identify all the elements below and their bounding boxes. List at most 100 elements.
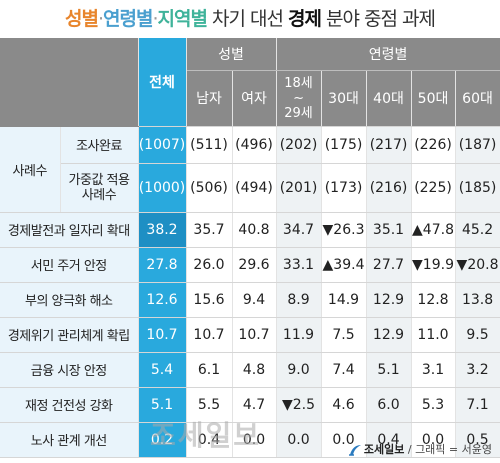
table-cell: ▼20.8	[455, 247, 500, 283]
table-cell: (217)	[366, 126, 412, 164]
table-cell: ▲47.8	[411, 212, 456, 248]
title-economy: 경제	[288, 8, 322, 30]
title-age: 연령별	[103, 8, 153, 30]
row-label: 금융 시장 안정	[0, 352, 139, 388]
table-cell: 11.9	[276, 317, 322, 353]
total-cell: (1007)	[138, 126, 187, 164]
table-cell: 45.2	[455, 212, 500, 248]
page-title: 성별·연령별·지역별 차기 대선 경제 분야 중점 과제	[0, 0, 500, 38]
table-cell: 11.0	[411, 317, 456, 353]
header-row-columns: 남자 여자 18세 ~ 29세 30대 40대 50대 60대	[0, 70, 500, 127]
table-cell: 4.7	[232, 387, 277, 423]
table-cell: 35.7	[186, 212, 233, 248]
row-label: 재정 건전성 강화	[0, 387, 139, 423]
joseilbo-logo-icon	[348, 445, 361, 456]
table-row: 금융 시장 안정 5.4 6.1 4.8 9.0 7.4 5.1 3.1 3.2	[0, 352, 500, 388]
footer-credit: 조세일보 / 그래픽 = 서윤영	[348, 440, 492, 460]
table-cell: 0.4	[186, 422, 233, 458]
table-cell: (494)	[232, 163, 277, 213]
column-header: 여자	[232, 70, 277, 127]
row-label: 서민 주거 안정	[0, 247, 139, 283]
table-cell: 0.0	[276, 422, 322, 458]
table-cell: ▼26.3	[321, 212, 367, 248]
table-cell: 6.1	[186, 352, 233, 388]
table-cell: 35.1	[366, 212, 412, 248]
footer-credit-text: 그래픽 = 서윤영	[415, 443, 492, 456]
total-cell: 12.6	[138, 282, 187, 318]
total-cell: 0.2	[138, 422, 187, 458]
table-cell: 9.0	[276, 352, 322, 388]
column-header: 30대	[321, 70, 367, 127]
table-cell: (225)	[411, 163, 456, 213]
table-cell: 10.7	[186, 317, 233, 353]
table-cell: 7.5	[321, 317, 367, 353]
table-cell: 9.4	[232, 282, 277, 318]
table-cell: 0.5	[455, 422, 500, 458]
sample-group-label: 사례수	[0, 126, 61, 213]
table-cell: 0.4	[366, 422, 412, 458]
table-cell: 40.8	[232, 212, 277, 248]
table-cell: (496)	[232, 126, 277, 164]
column-header: 50대	[411, 70, 456, 127]
table-row: 노사 관계 개선 0.2 0.4 0.0 0.0 0.0 0.4 0.0 0.5	[0, 422, 500, 458]
table-cell: 33.1	[276, 247, 322, 283]
total-cell: 27.8	[138, 247, 187, 283]
column-header: 18세 ~ 29세	[276, 70, 322, 127]
group-header-gender: 성별	[186, 38, 277, 71]
table-cell: 34.7	[276, 212, 322, 248]
footer-separator: /	[404, 443, 416, 456]
table-cell: ▲39.4	[321, 247, 367, 283]
table-cell: (511)	[186, 126, 233, 164]
survey-table-wrapper: 전체 성별 연령별 남자 여자 18세 ~ 29세 30대 40대 50대 60대 사례수 조…	[0, 38, 500, 458]
table-cell: 0.0	[321, 422, 367, 458]
table-cell: (216)	[366, 163, 412, 213]
table-cell: (506)	[186, 163, 233, 213]
table-cell: 3.2	[455, 352, 500, 388]
table-cell: (202)	[276, 126, 322, 164]
title-end: 분야 중점 과제	[320, 8, 436, 30]
table-cell: 5.5	[186, 387, 233, 423]
table-cell: 10.7	[232, 317, 277, 353]
survey-table: 전체 성별 연령별 남자 여자 18세 ~ 29세 30대 40대 50대 60대 사례수 조…	[0, 38, 500, 458]
table-cell: 12.9	[366, 282, 412, 318]
table-cell: 7.4	[321, 352, 367, 388]
table-cell: 7.1	[455, 387, 500, 423]
table-cell: (185)	[455, 163, 500, 213]
total-cell: (1000)	[138, 163, 187, 213]
title-separator: ·	[97, 8, 104, 30]
row-label: 가중값 적용 사례수	[60, 163, 139, 213]
table-cell: 0.0	[232, 422, 277, 458]
watermark: 조세일보	[150, 419, 262, 452]
table-cell: (173)	[321, 163, 367, 213]
table-cell: 12.8	[411, 282, 456, 318]
table-cell: 26.0	[186, 247, 233, 283]
table-row: 경제위기 관리체계 확립 10.7 10.7 10.7 11.9 7.5 12.9 11.0 9…	[0, 317, 500, 353]
table-cell: ▼2.5	[276, 387, 322, 423]
table-cell: (175)	[321, 126, 367, 164]
table-row-sample: 사례수 조사완료 (1007) (511) (496) (202) (175) (217) (2…	[0, 126, 500, 213]
title-region: 지역별	[157, 8, 208, 30]
total-cell: 5.1	[138, 387, 187, 423]
table-row: 서민 주거 안정 27.8 26.0 29.6 33.1 ▲39.4 27.7 ▼19.9 ▼2…	[0, 247, 500, 283]
table-cell: 27.7	[366, 247, 412, 283]
row-label: 경제발전과 일자리 확대	[0, 212, 139, 248]
table-cell: 14.9	[321, 282, 367, 318]
column-header: 남자	[186, 70, 233, 127]
table-cell: (201)	[276, 163, 322, 213]
table-cell: ▼19.9	[411, 247, 456, 283]
table-cell: 29.6	[232, 247, 277, 283]
title-middle: 차기 대선	[206, 8, 289, 30]
column-header: 60대	[455, 70, 500, 127]
column-header: 40대	[366, 70, 412, 127]
table-cell: (187)	[455, 126, 500, 164]
table-cell: 4.8	[232, 352, 277, 388]
total-cell: 38.2	[138, 212, 187, 248]
table-cell: 5.1	[366, 352, 412, 388]
title-gender: 성별	[65, 8, 99, 30]
header-row-groups: 전체 성별 연령별	[0, 38, 500, 127]
table-row: 재정 건전성 강화 5.1 5.5 4.7 ▼2.5 4.6 6.0 5.3 7.1	[0, 387, 500, 423]
row-label: 조사완료	[60, 126, 139, 164]
table-cell: 8.9	[276, 282, 322, 318]
total-cell: 10.7	[138, 317, 187, 353]
table-cell: (226)	[411, 126, 456, 164]
